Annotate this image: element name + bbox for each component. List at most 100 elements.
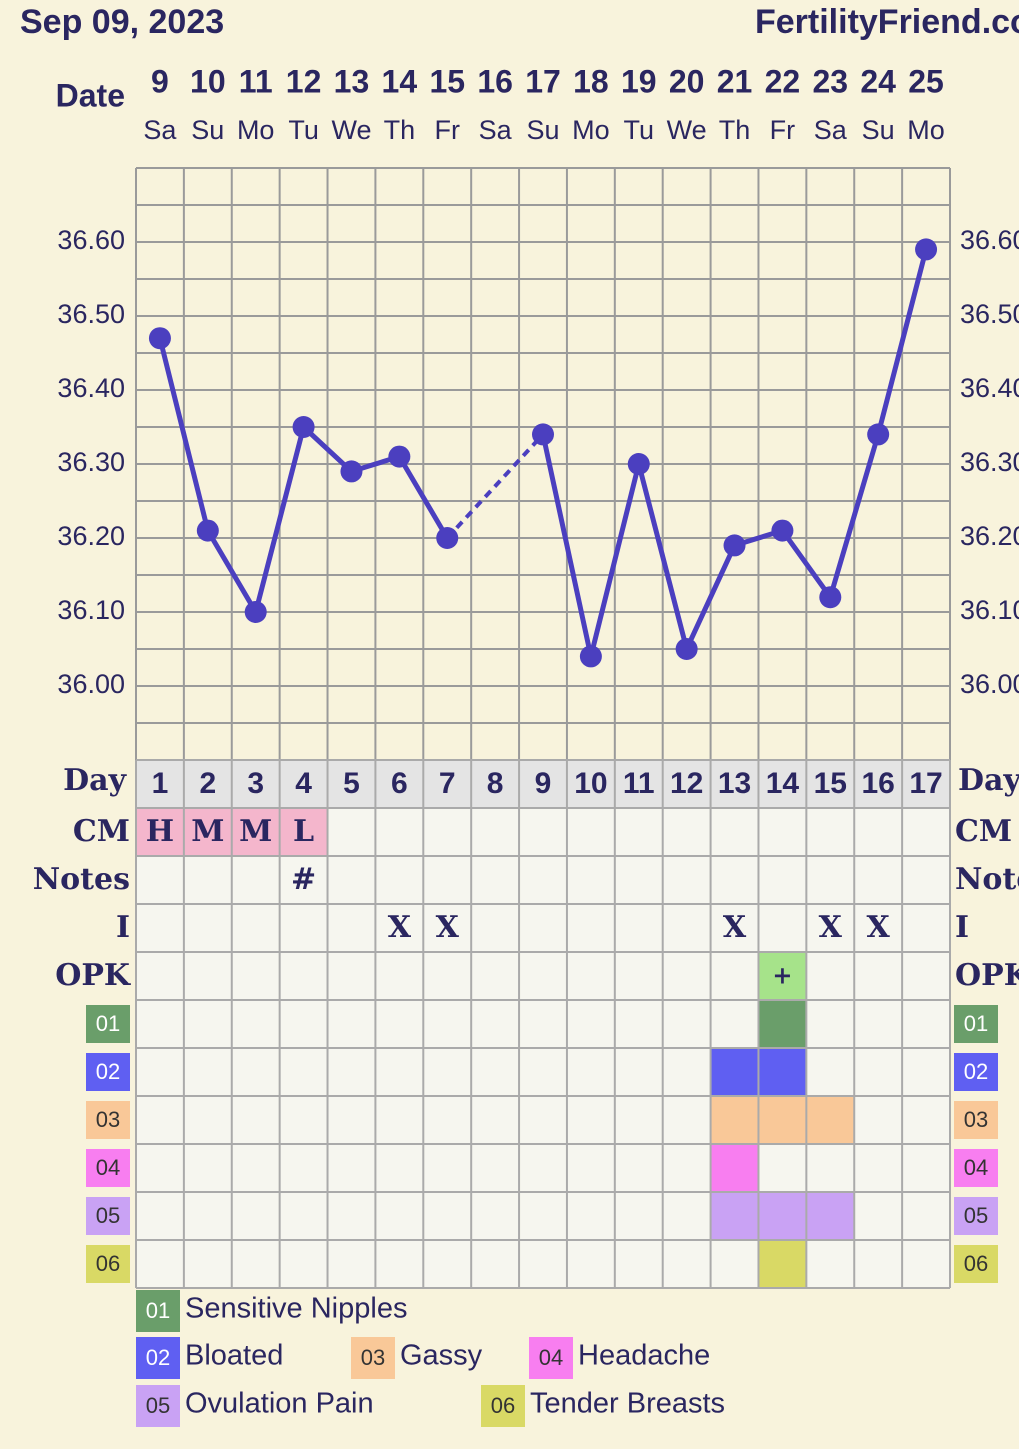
day-number: 7 — [439, 767, 456, 800]
day-number: 17 — [909, 767, 942, 800]
day-number: 8 — [487, 767, 504, 800]
x-tick-label: 21 — [717, 63, 753, 99]
temperature-point — [915, 238, 938, 261]
legend-badge — [136, 1290, 180, 1332]
weekday-label: We — [331, 115, 371, 145]
cell-text: X — [819, 910, 843, 945]
x-tick-label: 22 — [765, 63, 801, 99]
x-tick-label: 14 — [382, 63, 418, 99]
weekday-label: Mo — [907, 115, 945, 145]
day-label-right: Day — [958, 763, 1019, 798]
cell-text: M — [239, 814, 272, 849]
weekday-label: Th — [719, 115, 751, 145]
day-number: 16 — [861, 767, 894, 800]
legend-code: 06 — [491, 1393, 515, 1418]
symptom-code-badge — [86, 1197, 130, 1235]
temperature-point — [771, 519, 794, 542]
temperature-point — [436, 527, 459, 549]
symptom-code-badge — [86, 1149, 130, 1187]
row-label-right: Notes — [955, 862, 1019, 897]
legend-code: 02 — [146, 1345, 170, 1370]
weekday-label: Su — [191, 115, 224, 145]
weekday-label: Sa — [814, 115, 848, 145]
cell-text: # — [291, 862, 316, 897]
temperature-point — [627, 453, 650, 475]
symptom-cell — [758, 1192, 807, 1240]
day-number: 15 — [814, 767, 847, 800]
site-name: FertilityFriend.com — [755, 3, 1019, 41]
x-tick-label: 16 — [477, 63, 513, 99]
cell-text: + — [772, 961, 792, 990]
symptom-code-right: 04 — [964, 1155, 988, 1180]
symptom-code-badge — [86, 1101, 130, 1139]
temperature-point — [388, 445, 411, 468]
cell-bg — [758, 952, 807, 1000]
weekday-label: Fr — [770, 115, 795, 145]
y-tick-label: 36.00 — [57, 669, 125, 699]
symptom-code-right-badge — [954, 1197, 998, 1235]
day-label: Day — [63, 763, 127, 798]
x-tick-label: 12 — [286, 63, 322, 99]
legend-label: Tender Breasts — [530, 1388, 725, 1420]
x-tick-label: 19 — [621, 63, 657, 99]
temperature-point — [532, 423, 554, 446]
row-label: Notes — [33, 862, 130, 897]
symptom-code-right: 02 — [964, 1059, 988, 1084]
cell-text: X — [436, 910, 460, 945]
symptom-cell — [758, 1000, 807, 1048]
x-tick-label: 25 — [908, 63, 944, 99]
cell-bg — [136, 808, 184, 856]
symptom-code-badge — [86, 1053, 130, 1091]
legend-badge — [529, 1337, 573, 1379]
day-number: 1 — [152, 767, 169, 800]
day-number: 4 — [295, 767, 312, 800]
weekday-label: Su — [526, 115, 559, 145]
cell-bg — [183, 808, 232, 856]
y2-tick-label: 36.30 — [960, 447, 1019, 477]
symptom-code-right-badge — [954, 1149, 998, 1187]
row-label-right: OPK — [955, 958, 1019, 993]
legend-code: 03 — [361, 1345, 385, 1370]
x-tick-label: 20 — [669, 63, 705, 99]
row-label-right: CM — [955, 814, 1012, 849]
day-row-bg — [136, 760, 950, 808]
day-number: 5 — [343, 767, 360, 800]
weekday-label: Tu — [288, 115, 319, 145]
day-number: 3 — [247, 767, 264, 800]
legend-code: 01 — [146, 1298, 170, 1323]
symptom-code-badge — [86, 1245, 130, 1283]
y2-tick-label: 36.20 — [960, 521, 1019, 551]
symptom-cell — [758, 1240, 807, 1288]
chart-date: Sep 09, 2023 — [20, 3, 224, 41]
x-tick-label: 10 — [190, 63, 226, 99]
legend-badge — [136, 1337, 180, 1379]
y-tick-label: 36.50 — [57, 299, 125, 329]
cell-text: X — [388, 910, 412, 945]
weekday-label: Mo — [237, 115, 275, 145]
symptom-code-right: 03 — [964, 1107, 988, 1132]
weekday-label: Mo — [572, 115, 610, 145]
cell-text: X — [723, 910, 747, 945]
symptom-cell — [710, 1192, 759, 1240]
cell-bg — [279, 808, 328, 856]
symptom-code: 02 — [96, 1059, 120, 1084]
gap-bridge — [445, 433, 545, 540]
temperature-point — [196, 519, 219, 542]
x-tick-label: 17 — [525, 63, 561, 99]
symptom-code: 03 — [96, 1107, 120, 1132]
y-tick-label: 36.30 — [57, 447, 125, 477]
y-tick-label: 36.40 — [57, 373, 125, 403]
symptom-code-right-badge — [954, 1005, 998, 1043]
symptom-cell — [710, 1144, 759, 1192]
row-label: CM — [73, 814, 130, 849]
weekday-label: Th — [384, 115, 416, 145]
cell-text: L — [293, 814, 314, 849]
symptom-code: 01 — [96, 1011, 120, 1036]
legend-label: Ovulation Pain — [185, 1388, 374, 1420]
x-tick-label: 13 — [334, 63, 370, 99]
row-label-right: I — [955, 910, 969, 945]
y2-tick-label: 36.60 — [960, 225, 1019, 255]
legend-badge — [481, 1385, 525, 1427]
y-tick-label: 36.20 — [57, 521, 125, 551]
legend-label: Sensitive Nipples — [185, 1293, 407, 1325]
